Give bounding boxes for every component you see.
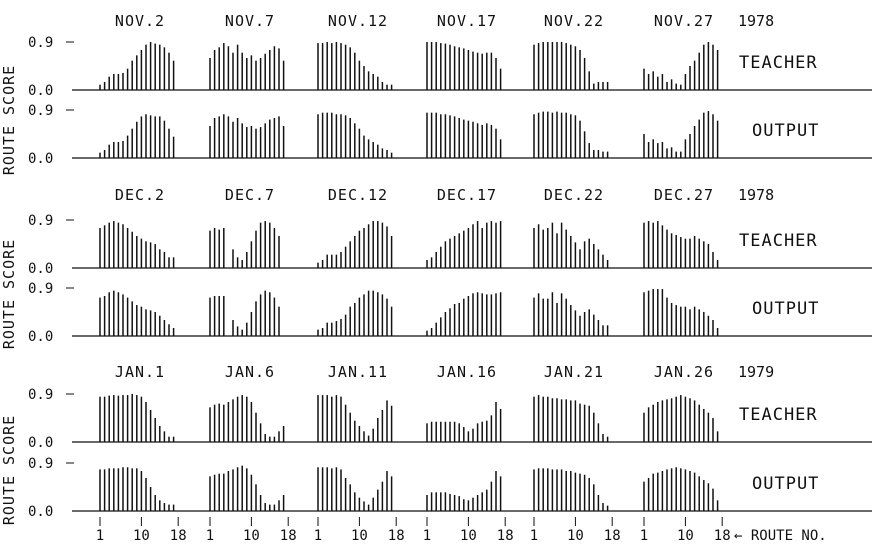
y-tick-label: 0.9 <box>28 213 53 229</box>
x-tick-label: 10 <box>677 528 694 544</box>
y-tick-label: 0.0 <box>28 83 53 99</box>
x-axis-label: ← ROUTE NO. <box>734 528 827 544</box>
x-tick-label: 18 <box>388 528 405 544</box>
date-label: NOV.12 <box>328 12 388 30</box>
year-label: 1978 <box>738 12 774 30</box>
x-tick-label: 1 <box>206 528 214 544</box>
y-tick-label: 0.9 <box>28 456 53 472</box>
date-label: NOV.17 <box>437 12 497 30</box>
output-label: OUTPUT <box>752 299 819 319</box>
x-tick-label: 18 <box>280 528 297 544</box>
x-tick-label: 1 <box>423 528 431 544</box>
date-label: DEC.27 <box>654 186 714 204</box>
teacher-label: TEACHER <box>739 231 818 251</box>
date-label: JAN.21 <box>544 363 604 381</box>
teacher-label: TEACHER <box>739 405 818 425</box>
date-label: JAN.26 <box>654 363 714 381</box>
x-tick-label: 10 <box>567 528 584 544</box>
x-tick-label: 18 <box>497 528 514 544</box>
y-tick-label: 0.9 <box>28 35 53 51</box>
date-label: JAN.11 <box>328 363 388 381</box>
y-tick-label: 0.0 <box>28 261 53 277</box>
x-tick-label: 10 <box>460 528 477 544</box>
output-label: OUTPUT <box>752 474 819 494</box>
y-tick-label: 0.9 <box>28 281 53 297</box>
y-axis-label: ROUTE SCORE <box>0 415 18 525</box>
date-label: NOV.2 <box>115 12 165 30</box>
year-label: 1978 <box>738 186 774 204</box>
date-label: JAN.6 <box>225 363 275 381</box>
x-tick-label: 1 <box>640 528 648 544</box>
date-label: DEC.2 <box>115 186 165 204</box>
date-label: JAN.16 <box>437 363 497 381</box>
y-axis-label: ROUTE SCORE <box>0 65 18 175</box>
x-tick-label: 1 <box>530 528 538 544</box>
date-label: DEC.12 <box>328 186 388 204</box>
chart-marks: NOV.2 NOV.7 NOV.12 NOV.17 NOV.22 NOV.27 1978 0.… <box>28 12 872 520</box>
x-tick-label: 10 <box>133 528 150 544</box>
y-tick-label: 0.0 <box>28 435 53 451</box>
date-label: DEC.17 <box>437 186 497 204</box>
date-label: NOV.27 <box>654 12 714 30</box>
y-tick-label: 0.9 <box>28 103 53 119</box>
x-tick-label: 1 <box>96 528 104 544</box>
date-label: NOV.7 <box>225 12 275 30</box>
x-tick-label: 10 <box>351 528 368 544</box>
x-tick-label: 1 <box>314 528 322 544</box>
date-label: DEC.7 <box>225 186 275 204</box>
x-tick-label: 18 <box>714 528 731 544</box>
x-tick-label: 18 <box>604 528 621 544</box>
x-axis: 1 10 18 1 10 18 1 10 18 1 10 18 1 10 18 1 10 18 <box>96 517 731 544</box>
y-tick-label: 0.9 <box>28 387 53 403</box>
year-label: 1979 <box>738 363 774 381</box>
y-axis-label: ROUTE SCORE <box>0 239 18 349</box>
x-tick-label: 10 <box>243 528 260 544</box>
date-label: JAN.1 <box>115 363 165 381</box>
teacher-label: TEACHER <box>739 53 818 73</box>
date-label: DEC.22 <box>544 186 604 204</box>
x-tick-label: 18 <box>170 528 187 544</box>
output-label: OUTPUT <box>752 121 819 141</box>
date-label: NOV.22 <box>544 12 604 30</box>
y-tick-label: 0.0 <box>28 329 53 345</box>
y-tick-label: 0.0 <box>28 504 53 520</box>
y-tick-label: 0.0 <box>28 151 53 167</box>
